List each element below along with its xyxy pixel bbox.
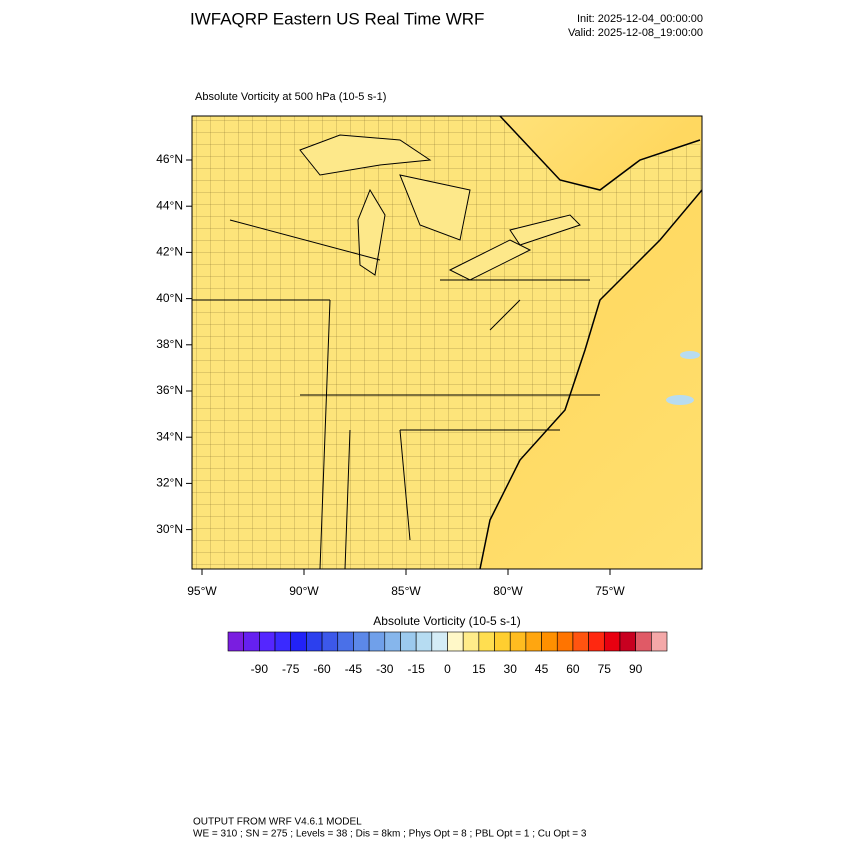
colorbar-box [259,631,276,652]
colorbar-box [541,631,558,652]
colorbar-box [400,631,417,652]
colorbar-box [525,631,542,652]
colorbar-box [478,631,495,652]
lon-labels: 95°W 90°W 85°W 80°W 75°W [187,569,625,598]
colorbar-label: -75 [282,662,300,676]
colorbar-box [619,631,636,652]
colorbar-box [290,631,307,652]
lon-label: 80°W [493,584,523,598]
colorbar-label: 75 [598,662,612,676]
colorbar-box [384,631,401,652]
colorbar-box [556,631,574,652]
colorbar-box [447,631,464,652]
colorbar-box [431,631,448,652]
footer-line: WE = 310 ; SN = 275 ; Levels = 38 ; Dis … [193,829,587,840]
colorbar-box [353,631,370,652]
colorbar-label: 30 [504,662,518,676]
init-time: Init: 2025-12-04_00:00:00 [577,13,703,25]
lat-label: 42°N [156,245,183,259]
colorbar-box [509,631,527,652]
colorbar-label: -90 [251,662,269,676]
colorbar-label: 0 [444,662,451,676]
colorbar: -90 -75 -60 -45 -30 -15 0 15 30 45 60 75 90 [227,631,668,676]
lat-label: 30°N [156,522,183,536]
colorbar-label: 45 [535,662,549,676]
lat-labels: 46°N 44°N 42°N 40°N 38°N 36°N 34°N 32°N 30°N [156,152,192,536]
colorbar-label: -15 [407,662,425,676]
colorbar-box [635,631,652,652]
lon-label: 90°W [289,584,319,598]
colorbar-box [494,631,511,652]
colorbar-label: -30 [376,662,394,676]
colorbar-label: 15 [472,662,486,676]
colorbar-label: 60 [566,662,580,676]
colorbar-box [321,631,339,652]
map [192,116,702,569]
map-frame [191,115,703,570]
lon-label: 95°W [187,584,217,598]
lon-label: 75°W [595,584,625,598]
colorbar-label: -60 [313,662,331,676]
lat-label: 46°N [156,152,183,166]
colorbar-box [572,631,589,652]
title: IWFAQRP Eastern US Real Time WRF [190,9,484,28]
colorbar-box [415,631,433,652]
colorbar-box [651,631,668,652]
colorbar-box [588,631,605,652]
colorbar-box [227,631,244,652]
colorbar-box [462,631,480,652]
colorbar-title: Absolute Vorticity (10-5 s-1) [373,614,520,628]
lat-label: 36°N [156,383,183,397]
lat-label: 44°N [156,198,183,212]
colorbar-box [337,631,354,652]
colorbar-box [368,631,386,652]
colorbar-box [243,631,260,652]
map-title: Absolute Vorticity at 500 hPa (10-5 s-1) [195,91,386,103]
lat-label: 32°N [156,476,183,490]
lat-label: 34°N [156,429,183,443]
colorbar-label: -45 [345,662,363,676]
colorbar-label: 90 [629,662,643,676]
lon-label: 85°W [391,584,421,598]
footer-line: OUTPUT FROM WRF V4.6.1 MODEL [193,817,362,828]
valid-time: Valid: 2025-12-08_19:00:00 [568,27,703,39]
colorbar-box [274,631,292,652]
lat-label: 38°N [156,337,183,351]
colorbar-box [603,631,621,652]
colorbar-box [306,631,323,652]
lat-label: 40°N [156,291,183,305]
